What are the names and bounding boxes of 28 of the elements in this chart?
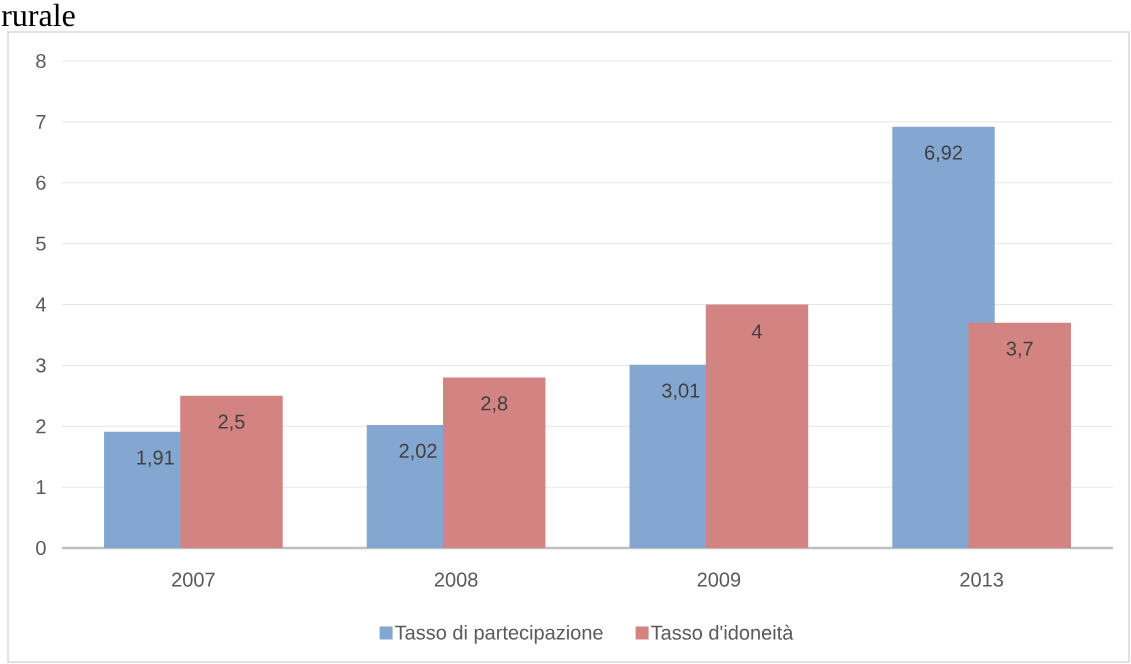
bar [442,377,546,548]
y-tick-label: 1 [36,480,46,495]
y-tick-label: 3 [36,358,46,373]
legend-label: Tasso d'idoneità [651,624,794,640]
y-tick-label: 8 [36,53,46,69]
y-tick-label: 6 [36,175,46,190]
data-label: 3,7 [1006,341,1033,359]
data-label: 2,02 [399,443,437,461]
data-label: 4 [751,324,762,339]
data-label: 1,91 [137,450,174,467]
data-label: 3,01 [662,383,700,401]
x-tick-label: 2013 [960,572,1003,587]
x-tick-label: 2009 [697,572,741,587]
bar [968,322,1071,548]
x-tick-label: 2007 [172,572,215,587]
text: rurale [1,3,75,27]
y-tick-label: 4 [35,297,46,312]
legend-label: Tasso di partecipazione [395,624,603,644]
data-label: 2,8 [481,396,508,413]
data-label: 6,92 [925,145,962,163]
y-tick-label: 5 [36,236,46,251]
y-tick-label: 7 [36,114,46,129]
bar [180,395,283,548]
data-label: 2,5 [218,414,245,432]
y-tick-label: 2 [36,419,46,434]
bar [705,304,809,548]
y-tick-label: 0 [36,540,46,556]
x-tick-label: 2008 [434,572,478,587]
